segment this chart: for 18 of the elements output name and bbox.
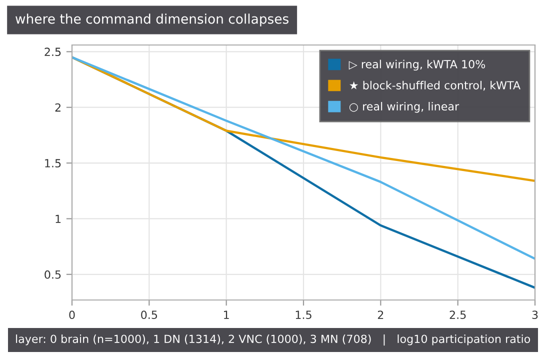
legend-label: ○ real wiring, linear xyxy=(349,102,460,113)
y-tick-label: 1 xyxy=(56,214,61,223)
x-tick-label: 2 xyxy=(378,310,384,319)
y-tick-label: 1.5 xyxy=(45,159,61,168)
x-tick-label: 1 xyxy=(224,310,229,319)
y-tick-label: 0.5 xyxy=(44,270,61,279)
y-tick-label: 2 xyxy=(55,103,60,112)
y-tick-label: 2.5 xyxy=(44,48,61,56)
x-tick-label: 1.5 xyxy=(296,310,312,320)
chart-title: where the command dimension collapses xyxy=(16,14,288,26)
x-tick-label: 0 xyxy=(69,310,75,320)
x-tick-label: 0.5 xyxy=(141,310,158,320)
x-tick-label: 2.5 xyxy=(450,310,466,320)
x-tick-label: 3 xyxy=(532,310,538,320)
legend-label: ★ block-shuffled control, kWTA xyxy=(350,80,520,91)
x-axis-title: layer: 0 brain (n=1000), 1 DN (1314), 2 VNC (1000), 3 MN (708) | log10 participation ratio xyxy=(16,334,530,346)
line-series xyxy=(72,56,535,182)
legend-label: ▷ real wiring, kWTA 10% xyxy=(348,60,486,71)
